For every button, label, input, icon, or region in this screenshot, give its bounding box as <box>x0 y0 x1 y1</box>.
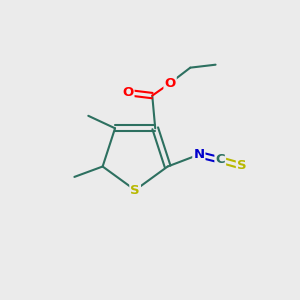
Text: S: S <box>237 159 247 172</box>
Text: S: S <box>130 184 140 196</box>
Text: O: O <box>164 76 176 90</box>
Text: N: N <box>193 148 204 161</box>
Text: C: C <box>215 154 225 166</box>
Text: O: O <box>122 86 134 99</box>
